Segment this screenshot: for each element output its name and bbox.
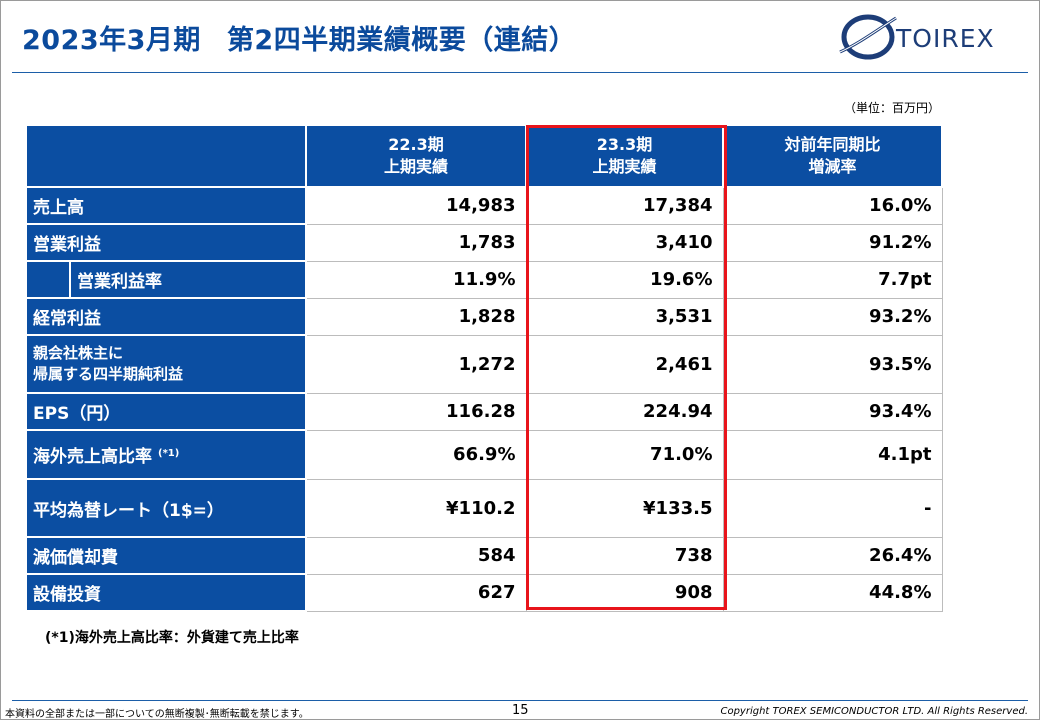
column-header-current: 23.3期 上期実績 (525, 124, 724, 188)
table-row: 経常利益 1,828 3,531 93.2% (25, 297, 943, 336)
table-cell: 224.94 (525, 392, 724, 431)
row-label: EPS（円） (25, 392, 307, 431)
table-row: EPS（円） 116.28 224.94 93.4% (25, 392, 943, 431)
row-label: 親会社株主に 帰属する四半期純利益 (25, 334, 307, 394)
table-cell: 91.2% (722, 223, 943, 262)
header-corner-cell (25, 124, 307, 188)
indent-cell (25, 260, 71, 299)
row-label: 経常利益 (25, 297, 307, 336)
column-header-change: 対前年同期比 増減率 (722, 124, 943, 188)
table-cell: 627 (305, 573, 527, 612)
table-cell: 1,783 (305, 223, 527, 262)
table-cell: ¥110.2 (305, 478, 527, 538)
logo-ring-icon (839, 14, 897, 60)
table-cell: 3,531 (525, 297, 724, 336)
table-cell: 44.8% (722, 573, 943, 612)
table-cell: 93.2% (722, 297, 943, 336)
table-row: 親会社株主に 帰属する四半期純利益 1,272 2,461 93.5% (25, 334, 943, 394)
table-cell: 14,983 (305, 186, 527, 225)
footer-divider (12, 700, 1028, 701)
title-main: 第2四半期業績概要（連結） (226, 25, 577, 56)
table-cell: 7.7pt (722, 260, 943, 299)
row-label: 設備投資 (25, 573, 307, 612)
table-cell: 66.9% (305, 429, 527, 480)
table-header-row: 22.3期 上期実績 23.3期 上期実績 対前年同期比 増減率 (25, 124, 943, 188)
table-cell: 11.9% (305, 260, 527, 299)
row-label: 平均為替レート（1$=） (25, 478, 307, 538)
company-logo: TOIREX (838, 12, 1014, 62)
unit-note: （単位：百万円） (843, 101, 940, 115)
footer-disclaimer: 本資料の全部または一部についての無断複製･無断転載を禁じます。 (5, 709, 309, 720)
table-cell: 4.1pt (722, 429, 943, 480)
table-cell: 16.0% (722, 186, 943, 225)
table-row: 平均為替レート（1$=） ¥110.2 ¥133.5 - (25, 478, 943, 538)
table-row: 売上高 14,983 17,384 16.0% (25, 186, 943, 225)
table-cell: ¥133.5 (525, 478, 724, 538)
table-row: 海外売上高比率 (*1) 66.9% 71.0% 4.1pt (25, 429, 943, 480)
column-header-prev: 22.3期 上期実績 (305, 124, 527, 188)
table-row: 減価償却費 584 738 26.4% (25, 536, 943, 575)
financial-summary-table: 22.3期 上期実績 23.3期 上期実績 対前年同期比 増減率 売上高 14,983… (25, 124, 943, 612)
row-label: 海外売上高比率 (*1) (25, 429, 307, 480)
table-cell: 71.0% (525, 429, 724, 480)
logo-wordmark: TOIREX (896, 24, 995, 53)
footer-copyright: Copyright TOREX SEMICONDUCTOR LTD. All R… (720, 706, 1028, 717)
row-label: 営業利益 (25, 223, 307, 262)
row-label: 営業利益率 (69, 260, 307, 299)
table-cell: 2,461 (525, 334, 724, 394)
table-cell: 17,384 (525, 186, 724, 225)
table-cell: 584 (305, 536, 527, 575)
table-cell: 19.6% (525, 260, 724, 299)
page-number: 15 (512, 703, 529, 718)
table-row: 設備投資 627 908 44.8% (25, 573, 943, 612)
table-cell: - (722, 478, 943, 538)
table-cell: 908 (525, 573, 724, 612)
title-period: 2023年3月期 (22, 25, 201, 56)
footnote: (*1)海外売上高比率：外貨建て売上比率 (45, 630, 299, 646)
row-label: 売上高 (25, 186, 307, 225)
slide-title: 2023年3月期 第2四半期業績概要（連結） (22, 18, 576, 57)
header-divider (12, 72, 1028, 73)
table-cell: 1,272 (305, 334, 527, 394)
table-cell: 26.4% (722, 536, 943, 575)
table-cell: 116.28 (305, 392, 527, 431)
table-cell: 93.5% (722, 334, 943, 394)
table-cell: 738 (525, 536, 724, 575)
table-row: 営業利益率 11.9% 19.6% 7.7pt (25, 260, 943, 299)
row-label: 減価償却費 (25, 536, 307, 575)
table-cell: 93.4% (722, 392, 943, 431)
table-cell: 3,410 (525, 223, 724, 262)
footnote-marker: (*1) (158, 448, 180, 459)
table-row: 営業利益 1,783 3,410 91.2% (25, 223, 943, 262)
table-cell: 1,828 (305, 297, 527, 336)
